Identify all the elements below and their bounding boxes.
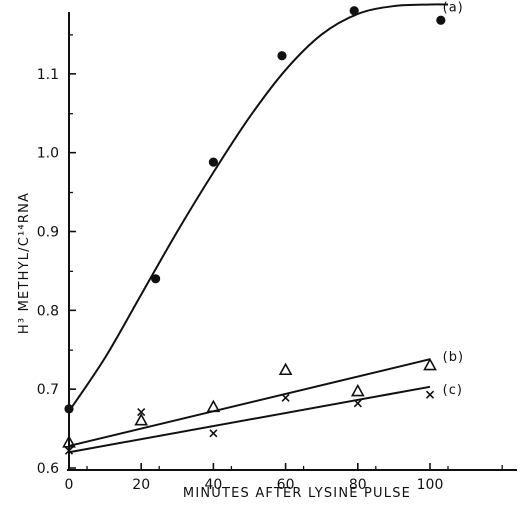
x-axis-title: MINUTES AFTER LYSINE PULSE	[183, 486, 411, 501]
y-tick-label: 0.8	[37, 303, 59, 319]
data-point-a	[349, 6, 359, 16]
y-tick-label: 1.2	[37, 0, 59, 4]
data-point-b	[62, 435, 76, 448]
data-point-a	[208, 157, 218, 167]
x-tick-label: 40	[204, 477, 222, 493]
data-point-c	[64, 446, 74, 455]
data-point-c	[353, 399, 362, 408]
y-tick-label: 0.7	[37, 382, 59, 398]
series-label-b: (b)	[443, 350, 464, 365]
y-tick-label: 1.1	[37, 67, 59, 83]
series-labels: (a) (b) (c)	[443, 0, 464, 398]
y-tick-label: 1.0	[37, 146, 59, 162]
series-lines	[68, 3, 449, 454]
data-point-b	[206, 399, 221, 413]
data-point-a	[151, 274, 161, 284]
data-point-a	[436, 15, 446, 25]
data-point-b	[278, 362, 293, 376]
data-point-c	[137, 407, 146, 417]
x-tick-label: 60	[277, 477, 295, 493]
y-axis-title: H³ METHYL/C¹⁴RNA	[17, 192, 32, 334]
data-point-b	[350, 383, 365, 397]
data-point-b	[134, 413, 149, 426]
data-point-c	[281, 393, 290, 402]
data-point-b	[423, 357, 437, 371]
series-label-c: (c)	[443, 383, 463, 398]
y-axis-ticks: 0.6 0.7 0.8 0.9 1.0 1.1 1.2	[37, 0, 76, 477]
series-line-a	[68, 3, 449, 412]
data-point-a	[64, 404, 74, 414]
data-point-c	[209, 429, 218, 438]
y-tick-label: 0.6	[37, 461, 59, 477]
x-tick-label: 100	[417, 477, 444, 493]
series-line-c	[68, 385, 431, 454]
data-points	[62, 6, 446, 455]
data-point-a	[277, 51, 287, 61]
x-tick-label: 0	[65, 477, 74, 493]
x-axis-ticks: 0 20 40 60 80 100	[65, 463, 503, 493]
axes	[67, 12, 517, 471]
y-tick-label: 0.9	[37, 225, 59, 241]
series-label-a: (a)	[443, 0, 464, 15]
x-tick-label: 80	[349, 477, 367, 493]
x-tick-label: 20	[132, 477, 150, 493]
series-line-b	[68, 358, 431, 447]
data-point-c	[425, 390, 435, 399]
